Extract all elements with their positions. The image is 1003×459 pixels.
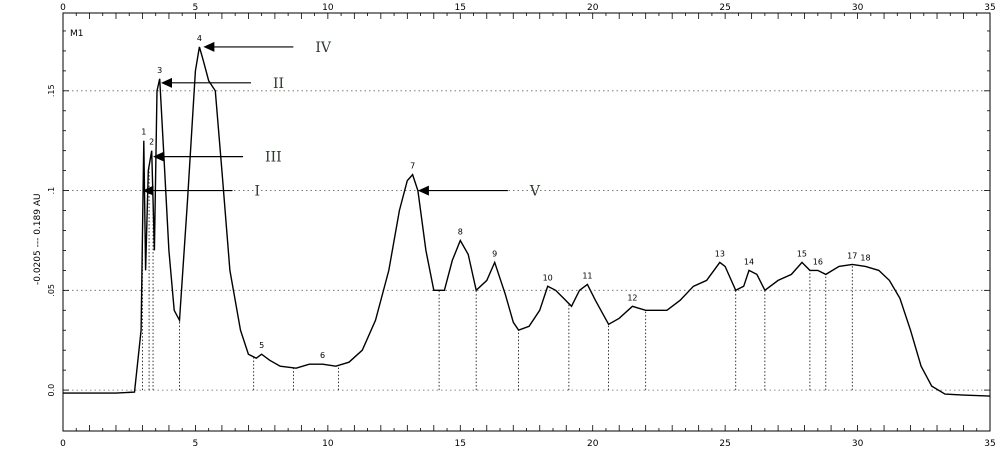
peak-label: 18	[860, 253, 870, 262]
fraction-cut-lines	[142, 166, 853, 391]
x-tick-label: 5	[193, 3, 199, 13]
annotation-label: IV	[315, 40, 332, 56]
series-line	[63, 46, 991, 397]
x-tick-label: 0	[60, 3, 66, 13]
y-tick-label: .1	[47, 187, 56, 195]
x-tick-label: 25	[719, 3, 730, 13]
peak-label: 2	[149, 138, 154, 147]
x-tick-label: 35	[984, 439, 995, 449]
peak-label: 5	[259, 341, 264, 350]
peak-label: 6	[320, 351, 325, 360]
x-tick-label: 5	[193, 439, 199, 449]
peak-label: 10	[543, 273, 553, 282]
peak-label: 4	[197, 34, 202, 43]
annotation-label: III	[265, 150, 282, 166]
x-tick-label: 25	[719, 439, 730, 449]
x-tick-label: 10	[322, 439, 334, 449]
annotation-label: I	[254, 184, 260, 200]
x-tick-label: 30	[852, 3, 864, 13]
peak-label: 1	[141, 128, 146, 137]
arrowhead	[203, 41, 215, 52]
y-tick-label: 0.0	[47, 384, 56, 397]
arrowhead	[142, 185, 154, 196]
x-tick-label: 10	[322, 3, 334, 13]
peak-label: 16	[813, 257, 823, 266]
x-tick-label: 35	[984, 3, 995, 13]
x-tick-label: 20	[587, 3, 599, 13]
grid-lines	[63, 90, 990, 391]
y-tick-label: .15	[47, 84, 56, 97]
annotation-label: V	[529, 184, 541, 200]
peak-label: 17	[847, 251, 857, 260]
arrowhead	[153, 151, 165, 162]
x-tick-label: 15	[455, 439, 466, 449]
peak-label: 8	[458, 227, 463, 236]
arrowhead	[417, 185, 429, 196]
peak-label: 9	[492, 249, 497, 258]
y-axis: 0.0 .05 .1 .15	[47, 30, 990, 397]
x-tick-label: 30	[852, 439, 864, 449]
panel-label: M1	[70, 29, 84, 39]
annotation-label: II	[273, 76, 284, 92]
arrowhead	[160, 77, 172, 88]
peak-label: 3	[157, 66, 162, 75]
x-tick-label: 0	[60, 439, 66, 449]
peak-label: 14	[744, 257, 754, 266]
plot-frame	[62, 12, 991, 432]
y-tick-label: .05	[47, 284, 56, 297]
peak-label: 11	[582, 271, 592, 280]
x-tick-label: 15	[455, 3, 466, 13]
x-tick-label: 20	[587, 439, 599, 449]
peak-label: 15	[797, 249, 807, 258]
peak-label: 7	[410, 162, 415, 171]
peak-label: 13	[715, 249, 725, 258]
y-axis-label: -0.0205 --- 0.189 AU	[33, 193, 43, 285]
peak-label: 12	[627, 293, 637, 302]
